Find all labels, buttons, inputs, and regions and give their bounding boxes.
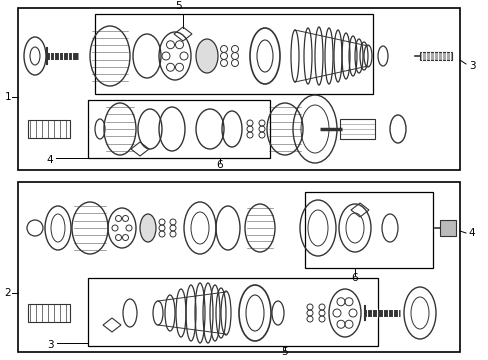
Bar: [28, 120, 70, 138]
Bar: [18, 8, 459, 170]
Bar: [339, 119, 374, 139]
Bar: [439, 220, 455, 236]
Text: 6: 6: [216, 160, 223, 170]
Text: 4: 4: [46, 155, 53, 165]
Bar: [88, 278, 377, 346]
Ellipse shape: [140, 214, 156, 242]
Text: 3: 3: [468, 61, 474, 71]
Text: 2: 2: [5, 288, 11, 297]
Bar: [305, 192, 432, 268]
Bar: [419, 52, 451, 60]
Bar: [28, 304, 70, 322]
Ellipse shape: [196, 39, 218, 73]
Bar: [95, 14, 372, 94]
Text: 6: 6: [351, 273, 358, 283]
Bar: [18, 182, 459, 352]
Text: 1: 1: [5, 92, 11, 102]
Bar: [88, 100, 269, 158]
Text: 4: 4: [468, 228, 474, 238]
Text: 3: 3: [46, 340, 53, 350]
Text: 5: 5: [281, 347, 288, 357]
Text: 5: 5: [174, 1, 181, 11]
